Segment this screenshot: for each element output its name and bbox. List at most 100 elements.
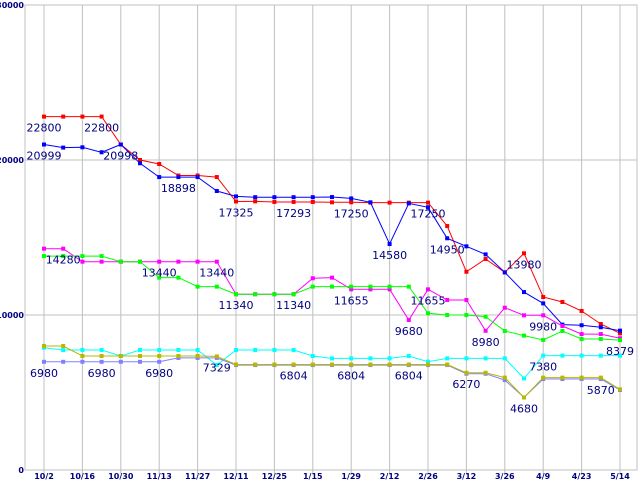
data-point-cyan bbox=[138, 348, 142, 353]
data-point-red bbox=[464, 269, 469, 274]
data-point-lavender bbox=[138, 359, 142, 364]
data-point-green bbox=[291, 292, 296, 297]
data-label: 8980 bbox=[472, 336, 500, 349]
data-point-cyan bbox=[234, 348, 238, 353]
data-point-magenta bbox=[579, 332, 584, 337]
data-point-blue bbox=[253, 195, 258, 200]
data-point-olive bbox=[445, 362, 450, 367]
data-point-green bbox=[138, 259, 142, 264]
data-point-green bbox=[368, 284, 373, 289]
data-label: 20999 bbox=[27, 150, 62, 163]
data-point-cyan bbox=[387, 356, 392, 361]
data-point-green bbox=[483, 314, 488, 319]
data-point-olive bbox=[310, 362, 315, 367]
data-point-olive bbox=[99, 353, 104, 358]
data-point-blue bbox=[291, 195, 296, 200]
data-point-blue bbox=[522, 290, 526, 295]
data-point-magenta bbox=[80, 259, 85, 264]
data-point-green bbox=[118, 259, 123, 264]
data-point-red bbox=[99, 114, 104, 119]
data-point-magenta bbox=[214, 259, 219, 264]
y-tick-label: 0 bbox=[18, 466, 24, 475]
y-tick-label: 30000 bbox=[0, 1, 24, 10]
data-point-blue bbox=[118, 142, 123, 147]
data-point-blue bbox=[406, 201, 411, 206]
data-point-red bbox=[618, 331, 622, 336]
data-point-red bbox=[272, 199, 277, 204]
data-point-cyan bbox=[80, 348, 85, 353]
data-label: 6980 bbox=[145, 367, 173, 380]
data-labels: 22800 22800 20999 20998 18898 17325 17293 17250… bbox=[27, 122, 635, 416]
data-point-green bbox=[157, 275, 162, 280]
data-point-green bbox=[80, 254, 85, 259]
data-label: 6804 bbox=[280, 370, 308, 383]
data-point-magenta bbox=[42, 246, 46, 251]
data-point-red bbox=[541, 295, 546, 300]
data-point-blue bbox=[214, 189, 219, 193]
data-label: 4680 bbox=[510, 402, 538, 415]
data-label: 9980 bbox=[529, 320, 557, 333]
data-point-cyan bbox=[330, 356, 334, 361]
data-label: 18898 bbox=[161, 182, 196, 195]
data-point-blue bbox=[579, 323, 584, 328]
data-point-green bbox=[272, 292, 277, 297]
x-tick-label: 11/27 bbox=[185, 472, 210, 480]
data-point-cyan bbox=[310, 353, 315, 358]
data-point-olive bbox=[406, 362, 411, 367]
data-point-blue bbox=[61, 145, 66, 150]
data-point-cyan bbox=[522, 376, 526, 381]
data-point-cyan bbox=[406, 353, 411, 358]
data-label: 9680 bbox=[395, 325, 423, 338]
data-label: 14280 bbox=[46, 254, 81, 267]
data-point-red bbox=[445, 224, 450, 229]
data-point-magenta bbox=[522, 313, 526, 318]
data-label: 6270 bbox=[452, 378, 480, 391]
data-label: 17250 bbox=[411, 208, 446, 221]
data-point-blue bbox=[598, 325, 603, 330]
data-point-cyan bbox=[291, 348, 296, 353]
data-point-olive bbox=[272, 362, 277, 367]
data-label: 22800 bbox=[27, 122, 62, 135]
data-label: 17325 bbox=[219, 206, 254, 219]
data-point-blue bbox=[368, 200, 373, 205]
data-point-magenta bbox=[560, 324, 565, 329]
x-tick-label: 1/15 bbox=[303, 472, 323, 480]
data-point-blue bbox=[387, 242, 392, 247]
data-point-lavender bbox=[80, 359, 85, 364]
data-point-blue bbox=[426, 205, 430, 210]
data-point-blue bbox=[42, 142, 46, 147]
data-point-olive bbox=[214, 354, 219, 359]
data-point-blue bbox=[234, 194, 238, 199]
data-point-magenta bbox=[349, 287, 354, 292]
x-tick-label: 12/11 bbox=[223, 472, 249, 480]
data-point-olive bbox=[291, 362, 296, 367]
data-point-lavender bbox=[118, 359, 123, 364]
x-tick-label: 10/2 bbox=[34, 472, 54, 480]
data-point-cyan bbox=[349, 356, 354, 361]
data-point-magenta bbox=[157, 259, 162, 264]
data-point-red bbox=[214, 175, 219, 180]
data-point-green bbox=[445, 313, 450, 317]
data-point-magenta bbox=[195, 259, 200, 264]
data-label: 13980 bbox=[507, 258, 542, 271]
data-point-magenta bbox=[426, 287, 430, 292]
data-point-blue bbox=[618, 328, 622, 333]
data-point-green bbox=[176, 275, 181, 280]
data-point-olive bbox=[387, 362, 392, 367]
data-point-olive bbox=[157, 353, 162, 358]
data-point-magenta bbox=[541, 313, 546, 318]
data-point-magenta bbox=[310, 276, 315, 281]
x-tick-label: 10/30 bbox=[108, 472, 134, 480]
data-point-cyan bbox=[502, 356, 507, 361]
data-point-magenta bbox=[502, 305, 507, 310]
data-point-red bbox=[522, 251, 526, 256]
data-point-olive bbox=[522, 395, 526, 400]
data-point-blue bbox=[272, 195, 277, 200]
data-point-lavender bbox=[99, 359, 104, 364]
data-point-magenta bbox=[176, 259, 181, 264]
x-tick-label: 2/12 bbox=[380, 472, 400, 480]
data-point-green bbox=[310, 284, 315, 289]
data-point-olive bbox=[349, 362, 354, 367]
data-label: 8379 bbox=[606, 345, 634, 358]
